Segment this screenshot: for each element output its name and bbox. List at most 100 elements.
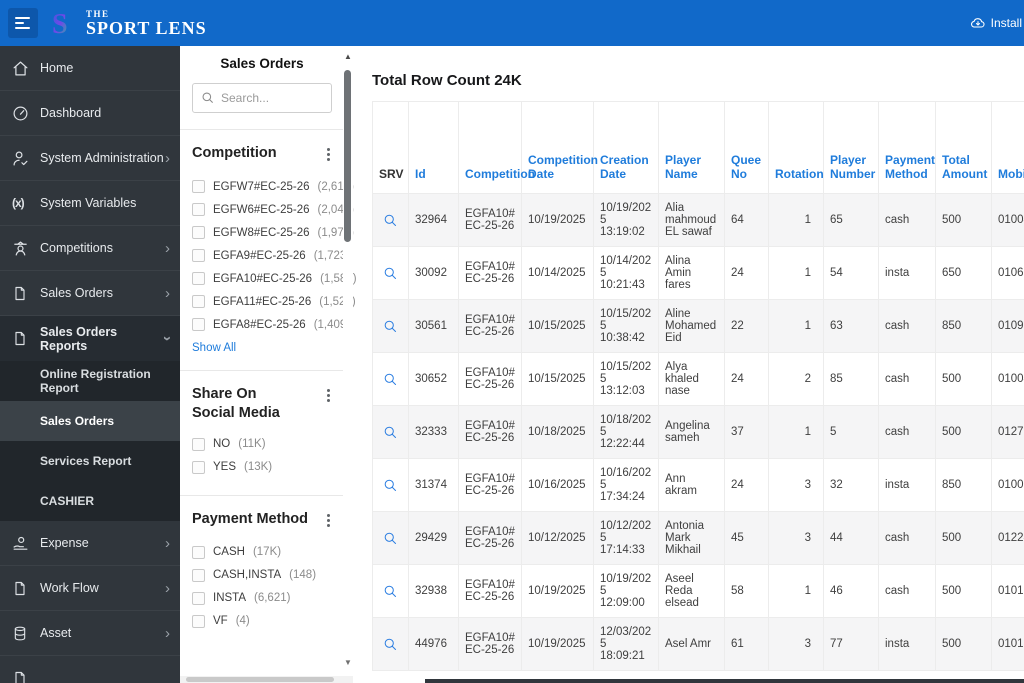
filter-option[interactable]: INSTA (6,621) [180,587,344,610]
section-divider [180,494,344,496]
sidebar-subitem-label: Services Report [40,454,132,468]
install-label: Install [990,16,1022,30]
filter-search[interactable] [192,83,332,113]
checkbox[interactable] [192,295,205,308]
kebab-menu-icon[interactable] [325,510,332,531]
cell-competition: EGFA10#EC-25-26 [458,352,522,406]
row-detail-search-icon[interactable] [379,425,402,440]
cell-rotation: 1 [768,405,824,459]
sidebar-item-home[interactable]: Home [0,46,180,91]
filter-option[interactable]: CASH (17K) [180,541,344,564]
panel-horizontal-scrollbar[interactable] [180,676,353,683]
sidebar-item-label: Competitions [40,241,113,255]
checkbox[interactable] [192,460,205,474]
table-row: 32333 EGFA10#EC-25-26 10/18/2025 10/18/2… [372,405,1024,459]
checkbox[interactable] [192,203,205,216]
menu-icon[interactable] [8,8,38,38]
column-header-total-amount[interactable]: Total Amount [935,101,992,194]
row-detail-search-icon[interactable] [379,372,402,387]
row-detail-search-icon[interactable] [379,266,402,281]
cloud-download-icon [970,18,985,28]
sidebar-subitem-services-report[interactable]: Services Report [0,441,180,481]
column-header-rotation[interactable]: Rotation [768,101,824,194]
scrollbar-thumb[interactable] [344,70,351,242]
row-detail-search-icon[interactable] [379,319,402,334]
kebab-menu-icon[interactable] [325,144,332,165]
column-header-creation-date[interactable]: Creation Date [593,101,659,194]
scroll-down-icon[interactable]: ▼ [344,658,352,667]
sidebar-item-system-variables[interactable]: (x) System Variables [0,181,180,226]
filter-option[interactable]: CASH,INSTA (148) [180,564,344,587]
filter-option[interactable]: EGFA8#EC-25-26 (1,409) [180,313,350,336]
filter-option[interactable]: EGFA11#EC-25-26 (1,520) [180,290,356,313]
checkbox[interactable] [192,180,205,193]
sidebar-item-label: Expense [40,536,89,550]
filter-option[interactable]: NO (11K) [180,433,344,456]
sidebar-subitem-cashier[interactable]: CASHIER [0,481,180,521]
sidebar-item-sales-orders-reports[interactable]: Sales Orders Reports › [0,316,180,361]
row-detail-search-icon[interactable] [379,213,402,228]
scrollbar-thumb[interactable] [186,677,334,682]
sidebar-subitem-online-registration-report[interactable]: Online Registration Report [0,361,180,401]
sidebar-item-label: Asset [40,626,72,640]
sidebar-item-expense[interactable]: Expense › [0,521,180,566]
filter-option[interactable]: VF (4) [180,610,344,633]
table-header-row: SRV Id Competition Competition Date Crea… [372,101,1024,194]
sidebar-item-work-flow[interactable]: Work Flow › [0,566,180,611]
checkbox[interactable] [192,318,205,331]
asset-icon [12,625,38,642]
column-header-player-name[interactable]: Player Name [658,101,725,194]
column-header-id[interactable]: Id [408,101,459,194]
cell-payment-method: cash [878,299,936,353]
checkbox[interactable] [192,614,205,628]
checkbox[interactable] [192,568,205,582]
filter-option[interactable]: EGFA9#EC-25-26 (1,723) [180,244,350,267]
sidebar-item-system-administration[interactable]: System Administration › [0,136,180,181]
checkbox[interactable] [192,591,205,605]
cell-player-number: 5 [823,405,879,459]
search-input[interactable] [221,91,323,105]
column-header-quee-no[interactable]: Quee No [724,101,769,194]
column-header-competition-date[interactable]: Competition Date [521,101,598,194]
cell-quee-no: 22 [724,299,769,353]
checkbox[interactable] [192,272,205,285]
row-detail-search-icon[interactable] [379,478,402,493]
checkbox[interactable] [192,226,205,239]
row-detail-search-icon[interactable] [379,531,402,546]
scroll-up-icon[interactable]: ▲ [344,52,352,61]
share-filter-title: Share On Social Media [192,386,280,421]
sidebar-item-sales-orders[interactable]: Sales Orders › [0,271,180,316]
row-detail-search-icon[interactable] [379,637,402,652]
checkbox[interactable] [192,249,205,262]
cell-mobile: 010187 [991,564,1024,618]
panel-vertical-scrollbar[interactable]: ▲ ▼ [343,46,353,683]
checkbox[interactable] [192,545,205,559]
sidebar-item-dashboard[interactable]: Dashboard [0,91,180,136]
competition-filter-title: Competition [192,145,277,161]
table-row: 32964 EGFA10#EC-25-26 10/19/2025 10/19/2… [372,193,1024,247]
sidebar-item-competitions[interactable]: Competitions › [0,226,180,271]
column-header-player-number[interactable]: Player Number [823,101,879,194]
column-header-competition[interactable]: Competition [458,101,535,194]
table-horizontal-scrollbar[interactable] [425,679,1024,683]
install-button[interactable]: Install [970,15,1022,31]
cell-mobile: 012700 [991,405,1024,459]
filter-option[interactable]: EGFA10#EC-25-26 (1,583) [180,267,357,290]
filter-option[interactable]: EGFW7#EC-25-26 (2,613) [180,175,354,198]
cell-mobile: 010655 [991,246,1024,300]
filter-option[interactable]: EGFW6#EC-25-26 (2,046) [180,198,354,221]
cell-id: 30652 [408,352,459,406]
kebab-menu-icon[interactable] [325,385,332,406]
filter-option[interactable]: YES (13K) [180,456,344,479]
checkbox[interactable] [192,437,205,451]
column-header-mobile[interactable]: Mobile [991,101,1024,194]
sidebar-item-label: Sales Orders [40,286,113,300]
sidebar-subitem-sales-orders-selected[interactable]: Sales Orders [0,401,180,441]
show-all-link[interactable]: Show All [192,342,237,354]
row-detail-search-icon[interactable] [379,584,402,599]
column-header-payment-method[interactable]: Payment Method [878,101,936,194]
sidebar-item-asset[interactable]: Asset › [0,611,180,656]
filter-option[interactable]: EGFW8#EC-25-26 (1,972) [180,221,354,244]
sidebar-item-partial[interactable] [0,656,180,683]
chevron-down-icon: › [159,336,176,341]
